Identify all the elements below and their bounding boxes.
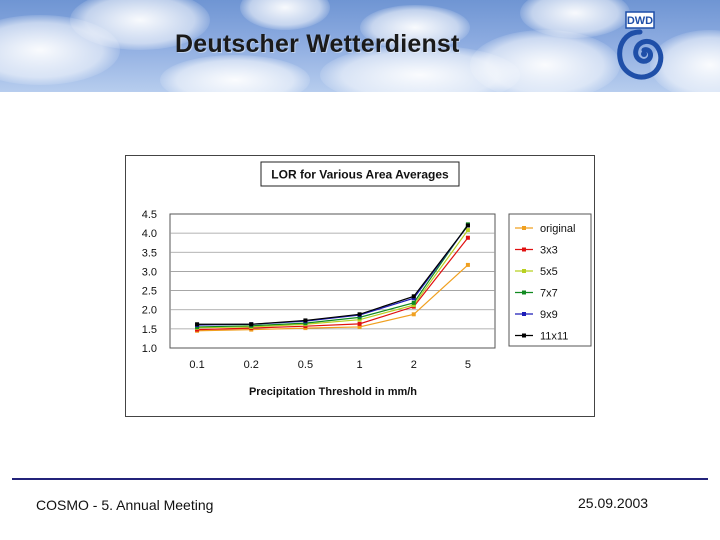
legend-marker <box>522 247 526 252</box>
y-tick-label: 3.5 <box>142 247 157 259</box>
legend-marker <box>522 290 526 295</box>
data-point <box>303 318 308 323</box>
footer-divider <box>12 478 708 480</box>
legend-marker <box>522 333 526 338</box>
x-tick-label: 0.1 <box>189 359 204 371</box>
legend-box <box>508 213 592 347</box>
x-tick-label: 1 <box>357 359 363 371</box>
legend-marker <box>522 312 526 316</box>
legend-item: 3x3 <box>515 245 558 257</box>
x-tick-label: 0.2 <box>244 359 259 371</box>
data-point <box>357 312 362 317</box>
legend-label: 3x3 <box>540 245 558 257</box>
series-line <box>197 229 469 329</box>
y-tick-labels: 1.0 1.5 2.0 2.5 3.0 3.5 4.0 4.5 <box>142 209 157 355</box>
y-tick-label: 4.5 <box>142 209 157 221</box>
legend-item: 7x7 <box>515 288 558 300</box>
dwd-logo-icon: DWD <box>617 11 664 80</box>
data-point <box>195 322 200 327</box>
legend-label: 9x9 <box>540 309 558 321</box>
data-point <box>465 223 470 228</box>
series-line <box>197 264 469 332</box>
y-tick-label: 2.5 <box>142 286 157 298</box>
footer-date: 25.09.2003 <box>578 495 649 511</box>
chart-title-box <box>260 161 460 187</box>
data-point <box>357 321 362 326</box>
legend: original 3x3 5x5 7x7 9x9 11x11 <box>515 223 575 343</box>
legend-item: 5x5 <box>515 266 558 278</box>
plot-area <box>169 213 496 349</box>
banner-title: Deutscher Wetterdienst <box>175 30 460 58</box>
legend-label: 5x5 <box>540 266 558 278</box>
header-banner: Deutscher Wetterdienst DWD <box>0 0 720 92</box>
chart-frame: LOR for Various Area Averages 1.0 1.5 2.0 2… <box>125 155 595 417</box>
legend-label: 11x11 <box>540 331 568 343</box>
y-tick-label: 1.0 <box>142 343 157 355</box>
line-chart: LOR for Various Area Averages 1.0 1.5 2.0 2… <box>142 161 592 398</box>
series-11x11 <box>195 223 470 327</box>
data-point <box>357 324 362 329</box>
legend-label: original <box>540 223 575 235</box>
y-tick-label: 3.0 <box>142 266 157 278</box>
data-point <box>357 317 362 322</box>
legend-item: original <box>515 223 575 235</box>
legend-item: 11x11 <box>515 331 568 343</box>
cloud <box>70 0 210 50</box>
data-point <box>357 315 362 320</box>
y-tick-label: 2.0 <box>142 305 157 317</box>
chart-title: LOR for Various Area Averages <box>271 168 449 182</box>
series-line <box>197 237 469 331</box>
logo-text: DWD <box>627 15 653 27</box>
logo-swirl <box>617 29 664 80</box>
logo-box <box>625 11 655 29</box>
x-tick-label: 5 <box>465 359 471 371</box>
legend-marker <box>522 269 526 273</box>
legend-label: 7x7 <box>540 288 558 300</box>
cloud <box>160 55 310 92</box>
data-point <box>411 303 416 308</box>
footer-meeting-text: COSMO - 5. Annual Meeting <box>36 497 214 513</box>
series-lines <box>195 222 470 333</box>
x-tick-label: 2 <box>411 359 417 371</box>
y-tick-label: 1.5 <box>142 324 157 336</box>
data-point <box>465 235 470 240</box>
series-line <box>197 225 469 325</box>
cloud <box>470 30 620 92</box>
legend-marker <box>522 226 526 230</box>
data-point <box>249 322 254 327</box>
logo-dot <box>641 51 647 57</box>
data-point <box>465 262 470 267</box>
data-point <box>465 228 470 233</box>
data-point <box>411 312 416 317</box>
data-point <box>411 300 416 305</box>
legend-item: 9x9 <box>515 309 558 321</box>
x-axis-label: Precipitation Threshold in mm/h <box>249 386 417 398</box>
series-line <box>197 223 469 328</box>
x-tick-labels: 0.1 0.2 0.5 1 2 5 <box>189 359 471 371</box>
cloud <box>240 0 330 30</box>
cloud <box>360 5 470 50</box>
y-tick-label: 4.0 <box>142 228 157 240</box>
data-point <box>411 294 416 299</box>
x-tick-label: 0.5 <box>298 359 313 371</box>
